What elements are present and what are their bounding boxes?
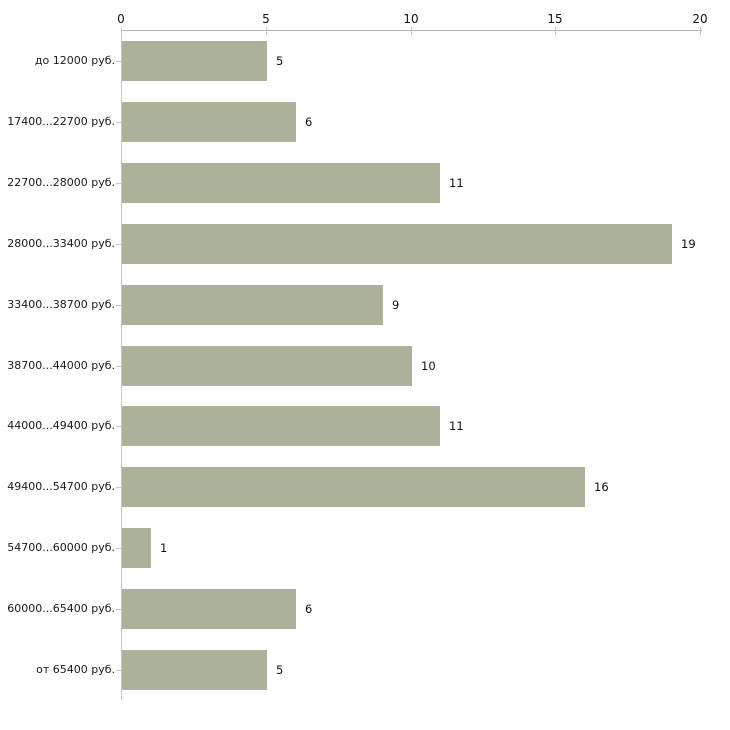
category-label: 44000...49400 руб. [7, 419, 115, 432]
bar [122, 406, 440, 446]
y-axis-tick [116, 670, 121, 671]
x-axis-tick-label: 15 [547, 12, 563, 26]
value-label: 9 [392, 298, 400, 312]
y-axis-tick [116, 426, 121, 427]
category-label: 33400...38700 руб. [7, 298, 115, 311]
category-label: до 12000 руб. [34, 54, 115, 67]
category-label: 22700...28000 руб. [7, 176, 115, 189]
bar [122, 285, 383, 325]
y-axis-tick [116, 61, 121, 62]
x-axis-tick-label: 10 [403, 12, 419, 26]
value-label: 5 [276, 663, 284, 677]
category-label: 38700...44000 руб. [7, 359, 115, 372]
y-axis-line [121, 31, 122, 700]
value-label: 11 [449, 419, 464, 433]
bar [122, 589, 296, 629]
value-label: 16 [594, 480, 609, 494]
category-label: 28000...33400 руб. [7, 237, 115, 250]
x-axis-tick [700, 27, 701, 35]
y-axis-tick [116, 366, 121, 367]
value-label: 6 [305, 602, 313, 616]
y-axis-tick [116, 609, 121, 610]
value-label: 10 [421, 359, 436, 373]
category-label: 54700...60000 руб. [7, 541, 115, 554]
x-axis-tick-label: 20 [692, 12, 708, 26]
y-axis-tick [116, 183, 121, 184]
category-label: 17400...22700 руб. [7, 115, 115, 128]
value-label: 1 [160, 541, 168, 555]
value-label: 6 [305, 115, 313, 129]
bar [122, 346, 412, 386]
bar [122, 650, 267, 690]
y-axis-tick [116, 548, 121, 549]
value-label: 5 [276, 54, 284, 68]
bar [122, 41, 267, 81]
x-axis-tick [411, 27, 412, 35]
y-axis-tick [116, 487, 121, 488]
x-axis-tick [266, 27, 267, 35]
category-label: 60000...65400 руб. [7, 602, 115, 615]
bar [122, 224, 672, 264]
y-axis-tick [116, 122, 121, 123]
category-label: от 65400 руб. [36, 663, 115, 676]
x-axis-tick-label: 0 [117, 12, 125, 26]
bar [122, 528, 151, 568]
x-axis-tick [555, 27, 556, 35]
category-label: 49400...54700 руб. [7, 480, 115, 493]
bar [122, 163, 440, 203]
value-label: 19 [681, 237, 696, 251]
y-axis-tick [116, 244, 121, 245]
bar [122, 102, 296, 142]
bar [122, 467, 585, 507]
x-axis-tick [121, 27, 122, 35]
value-label: 11 [449, 176, 464, 190]
y-axis-tick [116, 305, 121, 306]
x-axis-tick-label: 5 [262, 12, 270, 26]
